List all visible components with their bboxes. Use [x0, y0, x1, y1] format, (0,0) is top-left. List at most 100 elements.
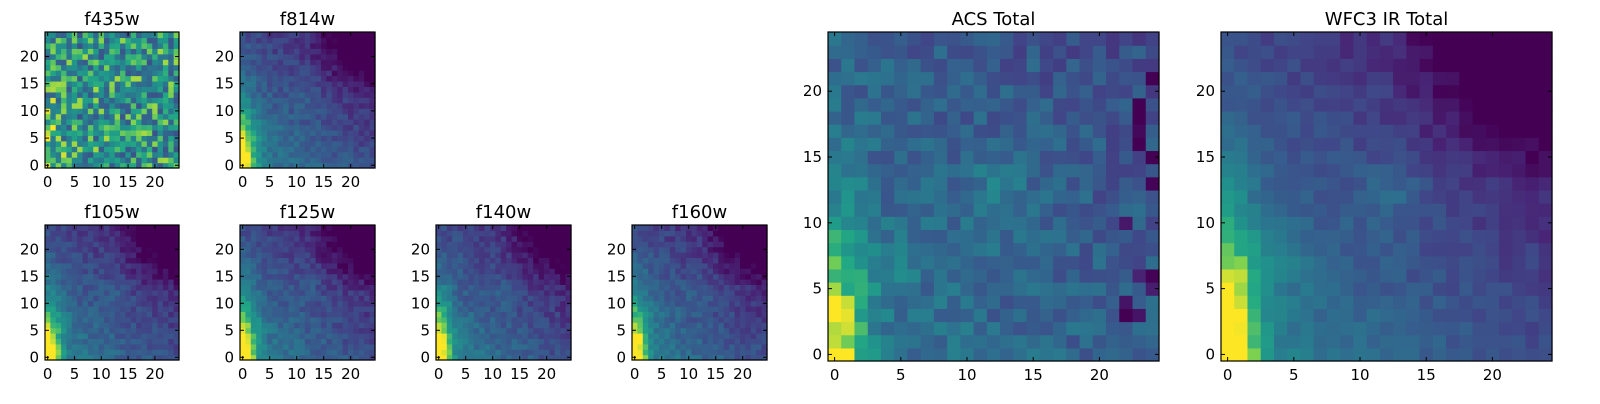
heatmap-cell: [83, 37, 89, 43]
heatmap-cell: [1000, 32, 1014, 46]
heatmap-cell: [45, 65, 51, 71]
heatmap-cell: [1539, 177, 1553, 191]
heatmap-cell: [1000, 177, 1014, 191]
heatmap-cell: [1000, 164, 1014, 178]
heatmap-cell: [1486, 282, 1500, 296]
heatmap-cell: [868, 348, 882, 362]
heatmap-cell: [343, 225, 349, 231]
heatmap-cell: [240, 268, 246, 274]
heatmap-cell: [1420, 335, 1434, 349]
heatmap-cell: [1221, 322, 1235, 336]
heatmap-cell: [643, 338, 649, 344]
heatmap-cell: [56, 81, 62, 87]
heatmap-cell: [337, 263, 343, 269]
heatmap-cell: [61, 328, 67, 334]
heatmap-cell: [648, 344, 654, 350]
heatmap-cell: [343, 114, 349, 120]
heatmap-cell: [544, 301, 550, 307]
heatmap-cell: [267, 86, 273, 92]
heatmap-cell: [1353, 164, 1367, 178]
heatmap-cell: [83, 252, 89, 258]
heatmap-cell: [337, 338, 343, 344]
heatmap-cell: [66, 135, 72, 141]
heatmap-cell: [136, 130, 142, 136]
heatmap-cell: [528, 263, 534, 269]
heatmap-cell: [343, 135, 349, 141]
heatmap-cell: [109, 59, 115, 65]
heatmap-cell: [1287, 203, 1301, 217]
heatmap-cell: [141, 344, 147, 350]
heatmap-cell: [474, 295, 480, 301]
heatmap-cell: [56, 54, 62, 60]
heatmap-cell: [262, 130, 268, 136]
heatmap-cell: [168, 59, 174, 65]
heatmap-cell: [1146, 124, 1160, 138]
heatmap-cell: [921, 295, 935, 309]
heatmap-cell: [544, 274, 550, 280]
heatmap-cell: [463, 279, 469, 285]
heatmap-cell: [675, 257, 681, 263]
heatmap-cell: [278, 236, 284, 242]
heatmap-cell: [353, 333, 359, 339]
heatmap-cell: [147, 263, 153, 269]
heatmap-cell: [56, 76, 62, 82]
heatmap-cell: [131, 257, 137, 263]
heatmap-cell: [735, 290, 741, 296]
heatmap-cell: [907, 177, 921, 191]
heatmap-cell: [697, 263, 703, 269]
heatmap-cell: [245, 338, 251, 344]
heatmap-cell: [131, 247, 137, 253]
heatmap-cell: [305, 70, 311, 76]
x-tick-label: 0: [830, 366, 840, 384]
heatmap-cell: [1314, 322, 1328, 336]
heatmap-cell: [1274, 150, 1288, 164]
heatmap-cell: [1473, 256, 1487, 270]
heatmap-cell: [1040, 150, 1054, 164]
heatmap-cell: [120, 268, 126, 274]
heatmap-cell: [310, 65, 316, 71]
heatmap-cell: [88, 70, 94, 76]
heatmap-cell: [109, 306, 115, 312]
heatmap-cell: [326, 124, 332, 130]
heatmap-cell: [66, 284, 72, 290]
heatmap-cell: [321, 37, 327, 43]
heatmap-cell: [718, 311, 724, 317]
heatmap-cell: [544, 247, 550, 253]
heatmap-cell: [125, 108, 131, 114]
heatmap-cell: [310, 274, 316, 280]
heatmap-cell: [501, 344, 507, 350]
heatmap-cell: [305, 48, 311, 54]
heatmap-cell: [1512, 322, 1526, 336]
heatmap-cell: [1106, 85, 1120, 99]
heatmap-cell: [316, 301, 322, 307]
heatmap-cell: [326, 146, 332, 152]
heatmap-cell: [83, 135, 89, 141]
heatmap-cell: [136, 146, 142, 152]
heatmap-cell: [289, 119, 295, 125]
heatmap-cell: [506, 306, 512, 312]
heatmap-cell: [724, 268, 730, 274]
heatmap-cell: [272, 274, 278, 280]
heatmap-cell: [310, 70, 316, 76]
heatmap-cell: [664, 225, 670, 231]
heatmap-cell: [278, 268, 284, 274]
heatmap-cell: [272, 322, 278, 328]
heatmap-cell: [681, 311, 687, 317]
heatmap-cell: [158, 295, 164, 301]
heatmap-cell: [463, 344, 469, 350]
heatmap-cell: [506, 263, 512, 269]
heatmap-cell: [637, 306, 643, 312]
heatmap-cell: [718, 257, 724, 263]
heatmap-cell: [77, 92, 83, 98]
heatmap-cell: [549, 322, 555, 328]
heatmap-cell: [66, 241, 72, 247]
heatmap-cell: [136, 157, 142, 163]
heatmap-cell: [310, 349, 316, 355]
heatmap-cell: [299, 81, 305, 87]
heatmap-cell: [560, 295, 566, 301]
heatmap-cell: [45, 97, 51, 103]
heatmap-cell: [868, 45, 882, 59]
heatmap-cell: [1353, 322, 1367, 336]
heatmap-cell: [120, 86, 126, 92]
